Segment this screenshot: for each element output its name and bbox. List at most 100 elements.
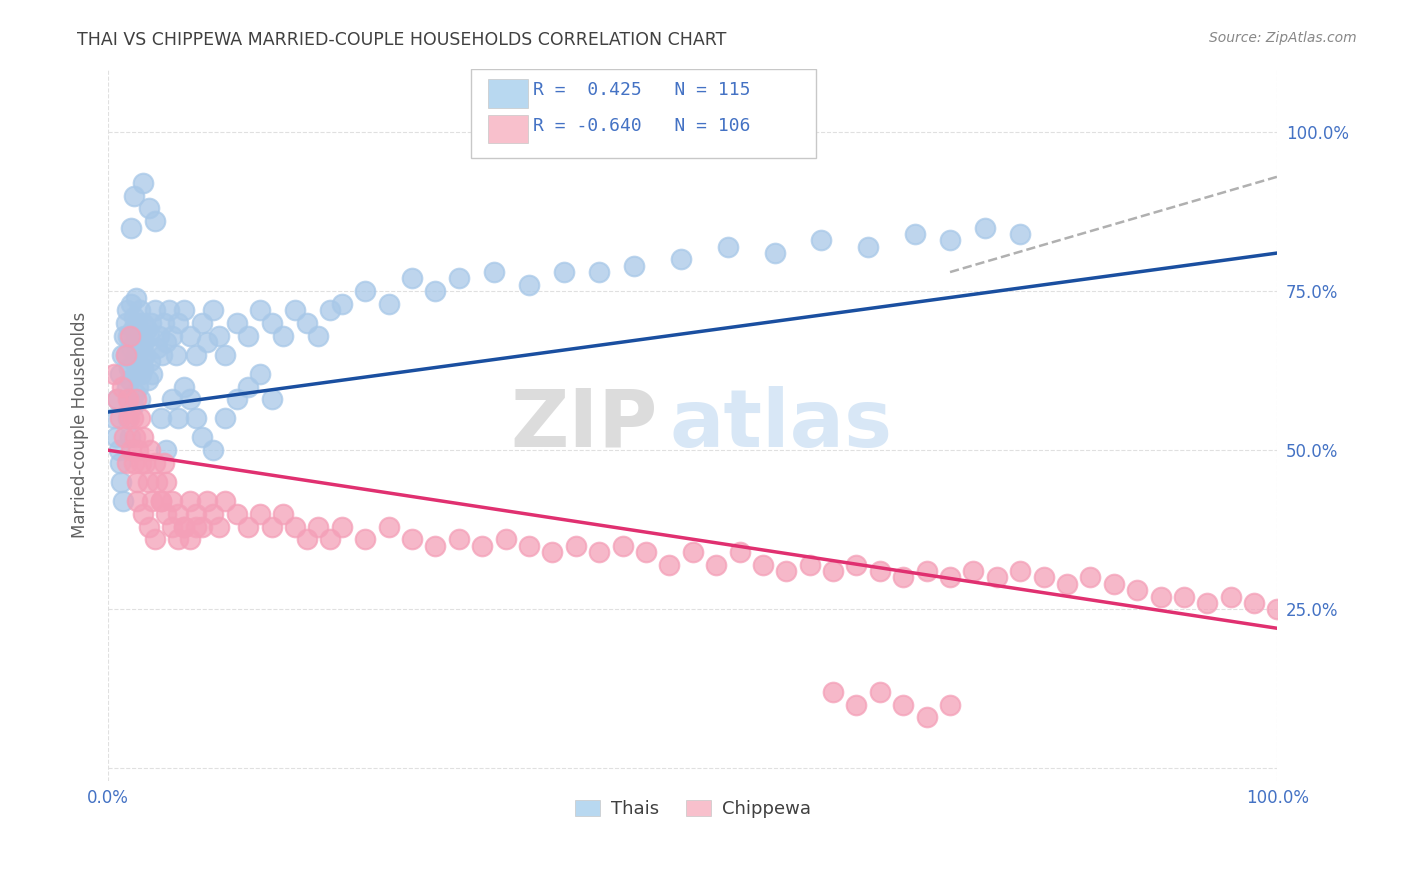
- Point: [197, 494, 219, 508]
- Point: [139, 443, 162, 458]
- Point: [225, 316, 247, 330]
- Point: [238, 328, 260, 343]
- Point: [354, 284, 377, 298]
- Point: [669, 252, 692, 267]
- Point: [1219, 590, 1241, 604]
- Point: [103, 411, 125, 425]
- Point: [249, 303, 271, 318]
- Point: [138, 519, 160, 533]
- Point: [330, 519, 353, 533]
- Point: [190, 316, 212, 330]
- Point: [162, 392, 184, 407]
- Point: [704, 558, 727, 572]
- Point: [125, 367, 148, 381]
- Point: [845, 558, 868, 572]
- Point: [141, 367, 163, 381]
- Point: [612, 539, 634, 553]
- Point: [127, 443, 149, 458]
- Point: [939, 570, 962, 584]
- Point: [120, 342, 142, 356]
- Point: [249, 507, 271, 521]
- Point: [1173, 590, 1195, 604]
- Point: [214, 348, 236, 362]
- Point: [153, 456, 176, 470]
- Point: [214, 411, 236, 425]
- Point: [146, 342, 169, 356]
- Point: [124, 430, 146, 444]
- Point: [1010, 227, 1032, 241]
- Point: [939, 698, 962, 712]
- Point: [105, 392, 128, 407]
- Point: [717, 240, 740, 254]
- FancyBboxPatch shape: [471, 69, 815, 158]
- Point: [823, 564, 845, 578]
- Point: [319, 303, 342, 318]
- Point: [401, 533, 423, 547]
- Point: [129, 456, 152, 470]
- Point: [120, 328, 142, 343]
- Point: [122, 188, 145, 202]
- Point: [131, 354, 153, 368]
- Point: [139, 354, 162, 368]
- Point: [105, 392, 128, 407]
- Point: [1197, 596, 1219, 610]
- Point: [122, 354, 145, 368]
- Text: R =  0.425   N = 115: R = 0.425 N = 115: [533, 81, 749, 99]
- Point: [447, 533, 470, 547]
- Point: [124, 386, 146, 401]
- Point: [179, 494, 201, 508]
- Point: [122, 310, 145, 324]
- Point: [208, 519, 231, 533]
- Point: [810, 233, 832, 247]
- Point: [120, 220, 142, 235]
- Point: [565, 539, 588, 553]
- Point: [1149, 590, 1171, 604]
- Point: [184, 348, 207, 362]
- Point: [167, 411, 190, 425]
- Point: [1267, 602, 1289, 616]
- Point: [124, 334, 146, 349]
- Point: [134, 334, 156, 349]
- Point: [141, 316, 163, 330]
- Point: [1032, 570, 1054, 584]
- Point: [260, 519, 283, 533]
- Point: [179, 533, 201, 547]
- Point: [111, 348, 134, 362]
- Point: [134, 348, 156, 362]
- Point: [138, 202, 160, 216]
- Point: [184, 411, 207, 425]
- Point: [517, 277, 540, 292]
- Point: [775, 564, 797, 578]
- Point: [129, 367, 152, 381]
- Point: [482, 265, 505, 279]
- Point: [190, 430, 212, 444]
- Point: [114, 316, 136, 330]
- Point: [155, 443, 177, 458]
- Point: [208, 328, 231, 343]
- Point: [308, 328, 330, 343]
- Point: [377, 297, 399, 311]
- Point: [891, 698, 914, 712]
- Point: [167, 507, 190, 521]
- Point: [1080, 570, 1102, 584]
- Point: [173, 379, 195, 393]
- Point: [623, 259, 645, 273]
- Text: ZIP: ZIP: [510, 385, 658, 464]
- Point: [120, 443, 142, 458]
- Point: [891, 570, 914, 584]
- Point: [115, 303, 138, 318]
- Point: [354, 533, 377, 547]
- Point: [728, 545, 751, 559]
- Point: [517, 539, 540, 553]
- Point: [146, 475, 169, 489]
- Point: [845, 698, 868, 712]
- Point: [588, 545, 610, 559]
- Point: [143, 303, 166, 318]
- Point: [132, 507, 155, 521]
- Point: [238, 379, 260, 393]
- Point: [132, 316, 155, 330]
- Text: THAI VS CHIPPEWA MARRIED-COUPLE HOUSEHOLDS CORRELATION CHART: THAI VS CHIPPEWA MARRIED-COUPLE HOUSEHOL…: [77, 31, 727, 49]
- Point: [162, 494, 184, 508]
- Point: [225, 392, 247, 407]
- Point: [330, 297, 353, 311]
